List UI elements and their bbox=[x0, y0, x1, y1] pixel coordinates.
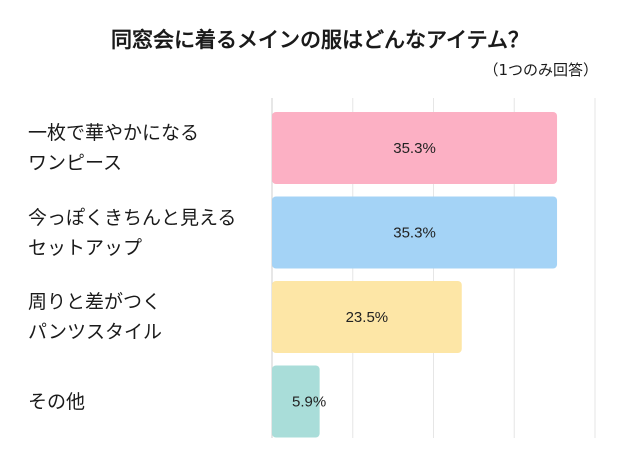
category-label: 周りと差がつく パンツスタイル bbox=[28, 291, 162, 343]
bar bbox=[272, 112, 558, 184]
bar-value-label: 35.3% bbox=[393, 225, 436, 242]
bar bbox=[272, 281, 462, 353]
category-label: 一枚で華やかになる ワンピース bbox=[28, 122, 200, 174]
bar bbox=[272, 365, 320, 438]
chart-subtitle: （1つのみ回答） bbox=[483, 61, 598, 79]
category-label: 今っぽくきちんと見える セットアップ bbox=[28, 206, 237, 259]
category-label: その他 bbox=[28, 390, 86, 413]
bar-value-label: 23.5% bbox=[346, 309, 389, 326]
chart-title: 同窓会に着るメインの服はどんなアイテム？ bbox=[111, 28, 529, 52]
bar-value-label: 5.9% bbox=[292, 394, 326, 411]
bar-value-label: 35.3% bbox=[393, 140, 436, 157]
bar bbox=[272, 196, 558, 269]
